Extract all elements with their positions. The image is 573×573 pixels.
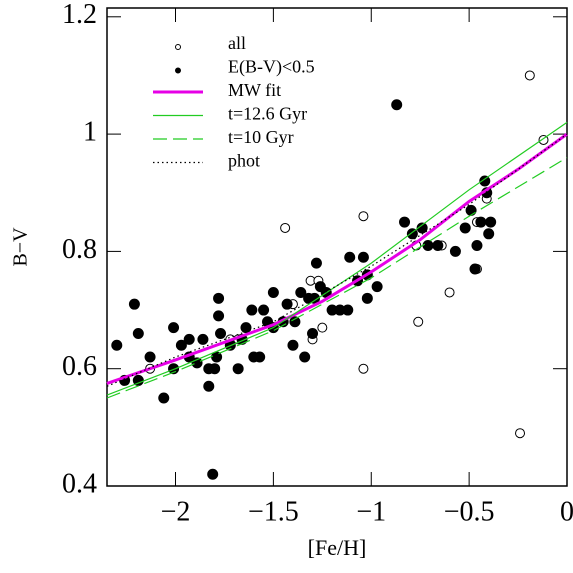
data-point bbox=[444, 287, 455, 298]
data-point bbox=[391, 99, 403, 111]
data-point bbox=[132, 328, 144, 340]
y-tick-label: 0.8 bbox=[62, 234, 97, 265]
data-point bbox=[207, 468, 219, 480]
x-tick-label: −1 bbox=[356, 496, 386, 527]
legend-label: E(B-V)<0.5 bbox=[228, 57, 315, 78]
data-point bbox=[344, 251, 356, 263]
data-point bbox=[416, 222, 428, 234]
data-point bbox=[399, 216, 411, 228]
line-series bbox=[106, 132, 568, 385]
data-point bbox=[413, 316, 424, 327]
legend-label: t=10 Gyr bbox=[228, 127, 294, 147]
data-point bbox=[246, 304, 258, 316]
data-point bbox=[254, 351, 266, 363]
data-point bbox=[406, 228, 418, 240]
data-point bbox=[232, 363, 244, 375]
data-point bbox=[213, 310, 225, 322]
data-point bbox=[168, 363, 180, 375]
data-point bbox=[209, 363, 221, 375]
data-point bbox=[483, 228, 495, 240]
legend-label: t=12.6 Gyr bbox=[228, 104, 307, 124]
data-point bbox=[524, 70, 535, 81]
data-point bbox=[485, 216, 497, 228]
y-axis-label: B−V bbox=[10, 227, 32, 267]
data-point bbox=[299, 351, 311, 363]
data-point bbox=[280, 222, 291, 233]
data-point bbox=[449, 245, 461, 257]
data-point bbox=[515, 428, 526, 439]
data-point bbox=[465, 204, 477, 216]
legend-marker bbox=[175, 44, 181, 50]
data-point bbox=[422, 240, 434, 252]
data-point bbox=[317, 322, 328, 333]
plot-frame bbox=[106, 7, 568, 487]
y-tick-label: 1 bbox=[83, 117, 97, 148]
data-point bbox=[128, 298, 140, 310]
data-point bbox=[361, 292, 373, 304]
data-point bbox=[183, 333, 195, 345]
legend-label: phot bbox=[228, 151, 260, 171]
y-tick-label: 1.2 bbox=[62, 0, 97, 30]
data-point bbox=[475, 216, 487, 228]
data-point bbox=[144, 351, 156, 363]
data-point bbox=[240, 322, 252, 334]
data-point bbox=[358, 363, 369, 374]
y-tick-label: 0.4 bbox=[62, 468, 97, 499]
data-point bbox=[213, 292, 225, 304]
data-point bbox=[342, 304, 354, 316]
data-point bbox=[287, 339, 299, 351]
line-series bbox=[106, 121, 568, 396]
data-point bbox=[479, 175, 491, 187]
data-point bbox=[295, 286, 307, 298]
x-tick-label: 0 bbox=[560, 496, 573, 527]
data-point bbox=[432, 240, 444, 252]
data-point bbox=[267, 286, 279, 298]
data-point bbox=[175, 339, 187, 351]
legend-label: MW fit bbox=[228, 80, 281, 100]
data-point bbox=[215, 328, 227, 340]
data-point bbox=[111, 339, 123, 351]
data-point bbox=[471, 240, 483, 252]
data-point bbox=[459, 222, 471, 234]
data-point bbox=[168, 322, 180, 334]
x-tick-label: −1.5 bbox=[248, 496, 299, 527]
data-point bbox=[281, 298, 293, 310]
data-point bbox=[203, 380, 215, 392]
data-point bbox=[307, 328, 319, 340]
y-tick-label: 0.6 bbox=[62, 351, 97, 382]
data-point bbox=[197, 333, 209, 345]
legend-label: all bbox=[228, 33, 246, 53]
data-point bbox=[358, 211, 369, 222]
data-point bbox=[258, 304, 270, 316]
data-point bbox=[357, 251, 369, 263]
line-series bbox=[106, 133, 568, 387]
data-point bbox=[289, 316, 301, 328]
data-point bbox=[158, 392, 170, 404]
data-point bbox=[469, 263, 481, 275]
data-point bbox=[310, 257, 322, 269]
x-tick-label: −0.5 bbox=[444, 496, 495, 527]
legend-marker bbox=[175, 67, 181, 74]
line-series bbox=[106, 157, 568, 399]
x-axis-label: [Fe/H] bbox=[308, 535, 367, 560]
x-tick-label: −2 bbox=[161, 496, 191, 527]
data-point bbox=[371, 281, 383, 293]
